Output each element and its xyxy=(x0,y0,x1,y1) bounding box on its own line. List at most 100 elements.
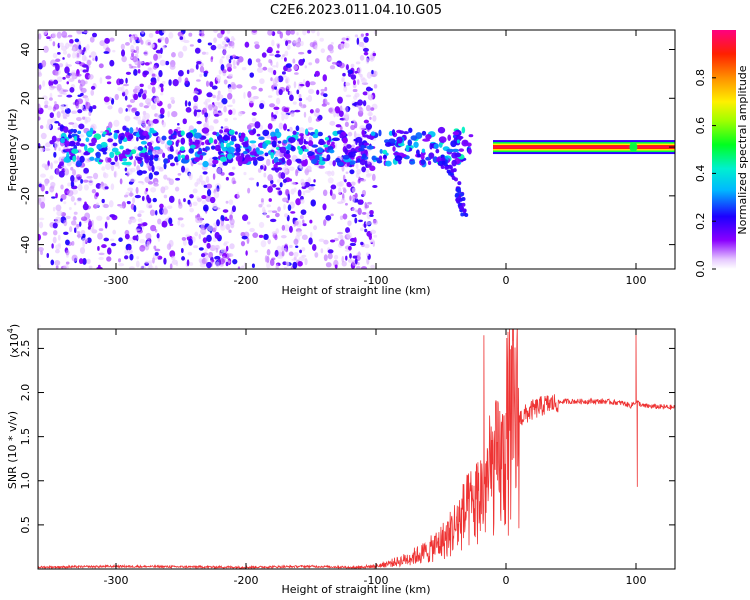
heatmap-cell xyxy=(150,224,157,232)
heatmap-cell xyxy=(52,206,56,212)
heatmap-cell xyxy=(293,256,297,260)
heatmap-cell xyxy=(352,88,358,93)
heatmap-cell xyxy=(168,31,174,39)
heatmap-cell xyxy=(269,218,277,223)
heatmap-cell xyxy=(249,140,257,144)
heatmap-cell xyxy=(110,164,115,172)
heatmap-cell xyxy=(68,78,75,82)
heatmap-cell xyxy=(144,176,151,183)
heatmap-cell xyxy=(80,216,88,221)
heatmap-cell xyxy=(363,36,369,43)
heatmap-cell xyxy=(228,58,232,64)
heatmap-cell xyxy=(144,156,150,164)
heatmap-cell xyxy=(343,85,348,93)
heatmap-cell xyxy=(262,66,268,71)
heatmap-cell xyxy=(84,119,88,124)
heatmap-cell xyxy=(342,187,346,190)
heatmap-cell xyxy=(63,264,69,269)
spectrogram-xtick-label: -300 xyxy=(104,274,129,287)
heatmap-cell xyxy=(249,151,256,156)
heatmap-cell xyxy=(297,189,302,197)
heatmap-cell xyxy=(228,229,232,234)
heatmap-cell xyxy=(271,39,275,47)
heatmap-cell xyxy=(86,44,90,51)
heatmap-cell xyxy=(146,194,150,202)
heatmap-cell xyxy=(205,80,210,87)
heatmap-cell xyxy=(129,266,135,269)
heatmap-cell xyxy=(163,158,169,165)
heatmap-cell xyxy=(226,63,232,69)
heatmap-cell xyxy=(144,62,150,66)
heatmap-cell xyxy=(130,217,137,223)
heatmap-cell xyxy=(296,89,300,95)
heatmap-cell xyxy=(247,90,252,99)
heatmap-cell xyxy=(350,124,356,131)
heatmap-cell xyxy=(277,206,281,212)
heatmap-cell xyxy=(86,258,91,265)
heatmap-cell xyxy=(232,38,236,41)
heatmap-cell xyxy=(223,79,228,85)
heatmap-cell xyxy=(153,97,161,104)
heatmap-cell xyxy=(112,49,116,53)
heatmap-cell xyxy=(344,121,349,127)
heatmap-cell xyxy=(171,110,178,118)
heatmap-cell xyxy=(64,66,70,74)
heatmap-cell xyxy=(177,70,184,77)
heatmap-cell xyxy=(297,260,303,267)
heatmap-cell xyxy=(441,157,446,162)
heatmap-cell xyxy=(271,257,276,261)
heatmap-cell xyxy=(150,104,157,110)
heatmap-cell xyxy=(139,239,146,244)
heatmap-cell xyxy=(132,235,138,241)
heatmap-cell xyxy=(365,104,371,112)
heatmap-cell xyxy=(65,261,70,265)
heatmap-cell xyxy=(53,79,59,85)
heatmap-cell xyxy=(308,237,313,245)
heatmap-cell xyxy=(358,107,364,114)
heatmap-cell xyxy=(302,223,307,227)
heatmap-cell xyxy=(358,219,363,223)
heatmap-cell xyxy=(95,55,98,62)
heatmap-cell xyxy=(287,193,290,201)
heatmap-cell xyxy=(370,88,373,91)
heatmap-cell xyxy=(260,198,264,203)
heatmap-cell xyxy=(227,253,232,257)
heatmap-cell xyxy=(267,67,274,71)
heatmap-cell xyxy=(142,130,149,136)
heatmap-cell xyxy=(92,57,95,61)
heatmap-cell xyxy=(307,150,314,157)
heatmap-cell xyxy=(197,198,201,203)
spectrogram-ytick-label: 40 xyxy=(19,43,32,57)
heatmap-cell xyxy=(150,187,157,193)
heatmap-cell xyxy=(197,151,203,155)
heatmap-cell xyxy=(212,203,218,210)
heatmap-cell xyxy=(105,162,112,170)
heatmap-cell xyxy=(367,160,371,165)
heatmap-cell xyxy=(202,160,209,168)
heatmap-cell xyxy=(320,88,325,92)
heatmap-cell xyxy=(53,160,59,164)
heatmap-cell xyxy=(206,119,209,126)
heatmap-cell xyxy=(217,43,222,50)
heatmap-cell xyxy=(344,41,347,49)
heatmap-cell xyxy=(254,43,260,50)
heatmap-cell xyxy=(216,32,223,39)
heatmap-cell xyxy=(282,75,287,78)
heatmap-cell xyxy=(361,129,365,137)
heatmap-cell xyxy=(299,249,302,254)
heatmap-cell xyxy=(354,217,358,224)
heatmap-cell xyxy=(294,109,301,113)
heatmap-cell xyxy=(145,187,149,192)
heatmap-cell xyxy=(46,252,50,259)
heatmap-cell xyxy=(347,220,352,227)
heatmap-cell xyxy=(180,223,185,228)
heatmap-cell xyxy=(346,37,349,41)
heatmap-cell xyxy=(56,76,63,83)
heatmap-cell xyxy=(313,225,318,231)
heatmap-cell xyxy=(370,107,375,111)
heatmap-cell xyxy=(162,152,166,158)
heatmap-cell xyxy=(236,84,243,89)
heatmap-cell xyxy=(260,165,264,170)
heatmap-cell xyxy=(228,45,232,49)
